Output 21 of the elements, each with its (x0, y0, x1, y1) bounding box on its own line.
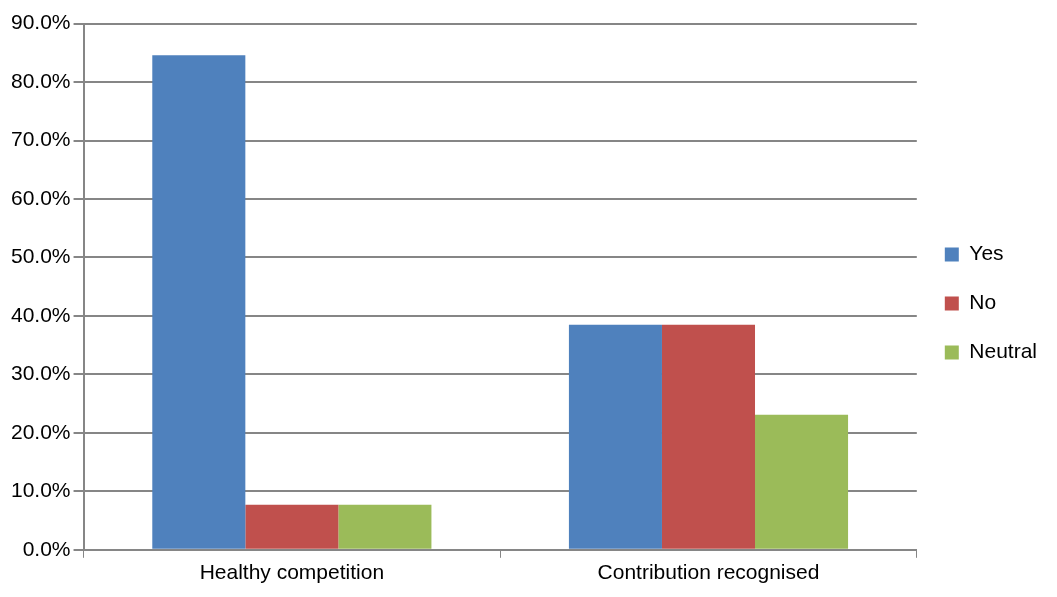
y-tick-label: 0.0% (22, 536, 71, 560)
x-tick-label: Healthy competition (199, 560, 385, 584)
legend-label: Yes (969, 241, 1004, 265)
y-tick-label: 70.0% (11, 127, 71, 151)
bar (245, 504, 339, 549)
bar (338, 504, 432, 549)
y-tick-label: 80.0% (11, 68, 71, 92)
y-tick-label: 20.0% (11, 419, 71, 443)
bar (152, 55, 246, 549)
legend-label: No (969, 290, 997, 314)
y-tick-label: 50.0% (11, 244, 71, 268)
y-tick-label: 10.0% (11, 478, 71, 502)
x-tick-label: Contribution recognised (597, 560, 820, 584)
y-tick-label: 60.0% (11, 185, 71, 209)
legend-label: Neutral (969, 339, 1038, 363)
bar (568, 324, 662, 549)
bar (755, 414, 849, 549)
y-tick-label: 90.0% (11, 10, 71, 34)
y-tick-label: 40.0% (11, 302, 71, 326)
y-tick-label: 30.0% (11, 361, 71, 385)
bar (661, 324, 756, 549)
